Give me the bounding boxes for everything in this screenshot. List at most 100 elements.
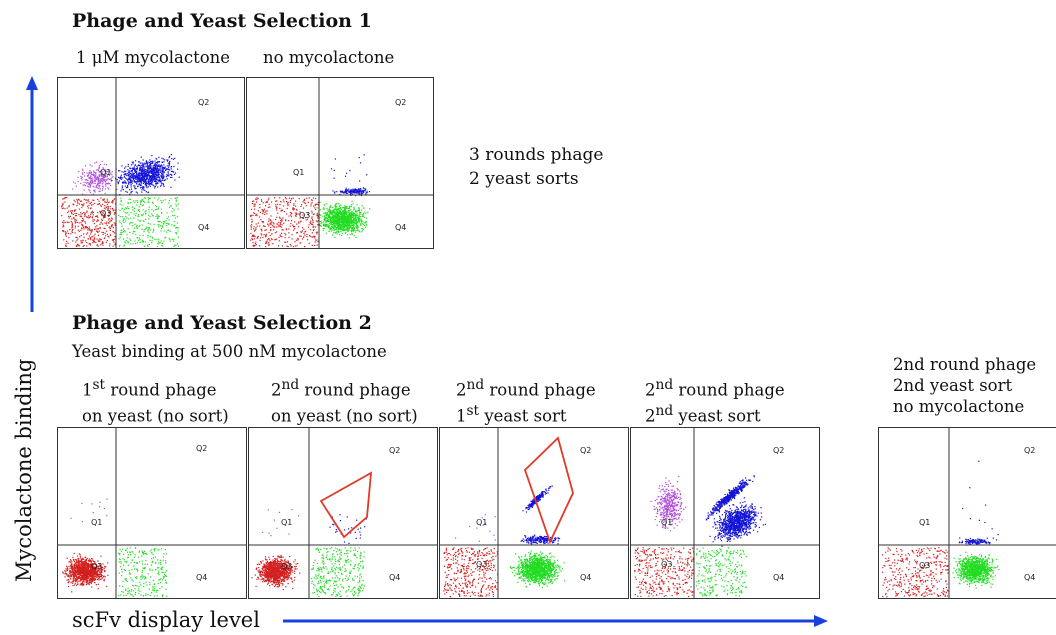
note-line-sorts: 2 yeast sorts [469,169,579,189]
plot-s2-p1: Q1 Q2 Q3 Q4 [57,427,247,599]
section2-panel3-label: 2nd round phage 1st yeast sort [456,375,596,426]
quadrant-label-q2: Q2 [389,446,400,455]
event-cloud-4 [261,509,300,537]
event-cloud-1 [634,547,695,598]
quadrant-label-q2: Q2 [196,444,207,453]
event-cloud-2 [313,200,371,239]
plot-s2-p2-scatter: Q1 Q2 Q3 Q4 [249,428,437,598]
y-axis-arrow [26,76,38,312]
event-cloud-3 [70,498,108,523]
section2-panel2-label: 2nd round phage on yeast (no sort) [271,375,418,426]
event-cloud-4 [330,154,368,189]
event-cloud-4 [962,460,999,539]
plot-s2-p3: Q1 Q2 Q3 Q4 [439,427,629,599]
quadrant-label-q1: Q1 [476,518,487,527]
section1-panel2-label: no mycolactone [263,48,395,67]
label-line2: 1st yeast sort [456,402,567,426]
section1-note: 3 rounds phage 2 yeast sorts [469,143,603,191]
quadrant-label-q1: Q1 [293,168,304,177]
event-cloud-1 [251,555,301,591]
event-cloud-5 [455,514,496,542]
plot-s1-p2-scatter: Q1 Q2 Q3 Q4 [247,78,433,248]
event-cloud-3 [522,485,553,513]
x-axis-arrow [283,615,828,627]
side-label-line3: no mycolactone [893,397,1025,416]
y-axis-label: Mycolactone binding [12,358,36,582]
label-line1: 1st round phage [82,377,217,400]
section1-title: Phage and Yeast Selection 1 [72,10,372,32]
event-cloud-1 [61,197,117,247]
event-cloud-2 [311,547,365,598]
quadrant-label-q4: Q4 [1024,573,1035,582]
quadrant-label-q3: Q3 [299,211,310,220]
event-cloud-3 [329,514,367,544]
quadrant-label-q3: Q3 [91,562,102,571]
label-line2: on yeast (no sort) [82,406,229,425]
quadrant-label-q1: Q1 [919,518,930,527]
section2-subtitle: Yeast binding at 500 nM mycolactone [72,342,387,361]
quadrant-label-q1: Q1 [91,518,102,527]
label-line2: on yeast (no sort) [271,406,418,425]
section2-panel4-label: 2nd round phage 2nd yeast sort [645,375,785,426]
plot-s2-p1-scatter: Q1 Q2 Q3 Q4 [58,428,246,598]
event-cloud-1 [250,197,319,248]
quadrant-label-q3: Q3 [476,560,487,569]
quadrant-label-q1: Q1 [661,518,672,527]
quadrant-label-q1: Q1 [100,168,111,177]
event-cloud-3 [332,187,371,197]
section1-panel1-label: 1 μM mycolactone [76,48,231,67]
event-cloud-4 [705,475,755,521]
quadrant-label-q3: Q3 [281,562,292,571]
event-cloud-2 [118,547,168,597]
event-cloud-3 [650,476,687,532]
sort-gate [319,471,373,539]
plot-s1-p1-scatter: Q1 Q2 Q3 Q4 [58,78,244,248]
plot-side: Q1 Q2 Q3 Q4 [878,427,1056,599]
side-label-line1: 2nd round phage [893,355,1037,374]
quadrant-label-q3: Q3 [100,209,111,218]
side-label-line2: 2nd yeast sort [893,376,1013,395]
quadrant-label-q4: Q4 [395,223,406,232]
label-line1: 2nd round phage [645,377,785,400]
label-line2: 2nd yeast sort [645,402,761,426]
quadrant-label-q2: Q2 [1024,446,1035,455]
plot-s2-p4: Q1 Q2 Q3 Q4 [630,427,820,599]
sort-gate [523,436,574,545]
event-cloud-2 [509,550,566,589]
quadrant-label-q4: Q4 [580,573,591,582]
quadrant-label-q3: Q3 [919,561,930,570]
quadrant-label-q4: Q4 [773,573,784,582]
side-panel-label: 2nd round phage 2nd yeast sort no mycola… [893,354,1036,417]
quadrant-label-q3: Q3 [661,560,672,569]
plot-s1-p2: Q1 Q2 Q3 Q4 [246,77,434,249]
section2-panel1-label: 1st round phage on yeast (no sort) [82,375,229,426]
label-line1: 2nd round phage [271,377,411,400]
plot-s2-p4-scatter: Q1 Q2 Q3 Q4 [631,428,819,598]
plot-side-scatter: Q1 Q2 Q3 Q4 [879,428,1056,598]
event-cloud-2 [952,551,1000,589]
quadrant-label-q2: Q2 [198,98,209,107]
event-cloud-4 [520,534,561,545]
event-cloud-4 [111,153,180,196]
event-cloud-2 [118,197,180,248]
note-line-rounds: 3 rounds phage [469,145,604,165]
event-cloud-3 [958,537,998,546]
quadrant-label-q2: Q2 [580,446,591,455]
event-cloud-1 [882,547,949,598]
event-cloud-1 [62,553,109,593]
quadrant-label-q4: Q4 [196,573,207,582]
section2-title: Phage and Yeast Selection 2 [72,312,372,334]
event-cloud-3 [72,160,118,195]
quadrant-label-q2: Q2 [395,98,406,107]
plot-s1-p1: Q1 Q2 Q3 Q4 [57,77,245,249]
label-line1: 2nd round phage [456,377,596,400]
event-cloud-2 [696,547,747,597]
x-axis-label: scFv display level [72,608,260,632]
plot-s2-p3-scatter: Q1 Q2 Q3 Q4 [440,428,628,598]
event-cloud-1 [443,547,499,598]
quadrant-label-q4: Q4 [389,573,400,582]
event-cloud-5 [709,497,766,547]
quadrant-label-q4: Q4 [198,223,209,232]
quadrant-label-q2: Q2 [773,446,784,455]
quadrant-label-q1: Q1 [281,518,292,527]
